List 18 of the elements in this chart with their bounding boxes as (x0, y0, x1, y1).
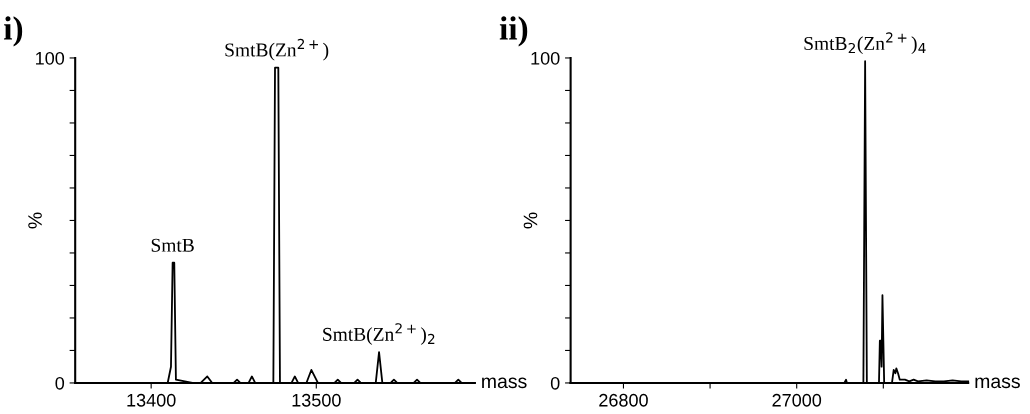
x-tick-label: 27000 (772, 393, 822, 407)
annotation: SmtB(Zn$^{2+}$) (225, 38, 329, 61)
chart-title: ii) (499, 16, 528, 47)
x-tick-label: 26800 (599, 393, 648, 407)
y-tick-label: 100 (36, 51, 65, 65)
y-axis-title: % (523, 212, 538, 229)
y-axis-title: % (28, 212, 42, 229)
y-tick-label: 0 (55, 376, 65, 390)
y-tick-label: 100 (531, 51, 560, 65)
x-tick-label: 13500 (292, 393, 341, 407)
x-tick-label: 13400 (127, 393, 176, 407)
y-tick-label: 0 (550, 376, 560, 390)
x-axis-title: mass (975, 377, 1020, 389)
chart-title: i) (3, 16, 23, 47)
annotation: SmtB (151, 238, 194, 252)
annotation: SmtB(Zn$^{2+}$)$_{2}$ (323, 323, 435, 345)
annotation: SmtB$_{2}$(Zn$^{2+}$)$_{4}$ (804, 32, 926, 54)
x-axis-title: mass (482, 377, 527, 389)
